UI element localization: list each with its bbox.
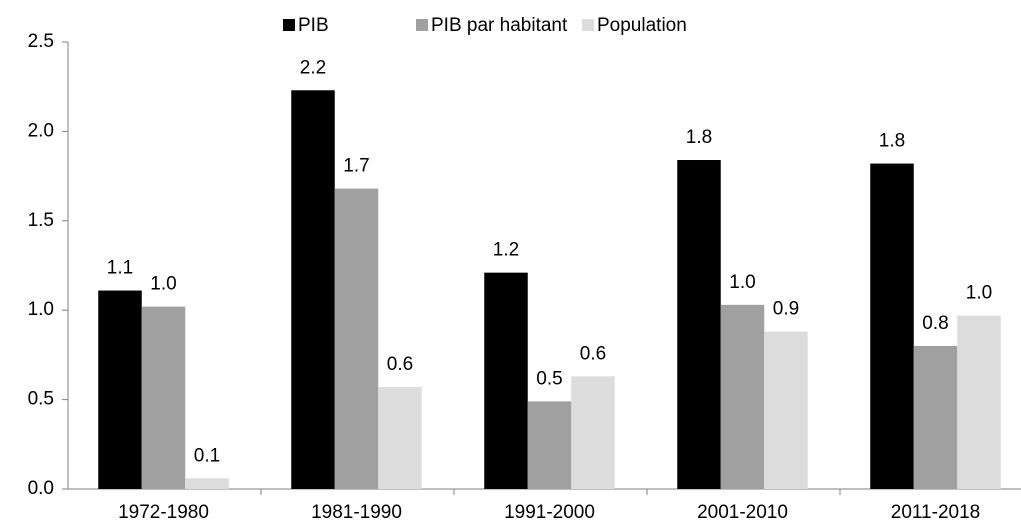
value-label: 1.8 [879, 131, 905, 152]
bar [378, 387, 422, 489]
x-tick-label: 1981-1990 [311, 502, 402, 523]
bar [913, 345, 958, 489]
value-label: 0.9 [773, 299, 799, 320]
y-tick-label: 1.5 [28, 210, 54, 231]
y-tick-label: 1.0 [28, 299, 54, 320]
y-tick-label: 0.0 [28, 478, 54, 499]
value-label: 1.2 [493, 240, 519, 261]
bar [957, 315, 1001, 489]
bar [870, 163, 914, 490]
legend-label: PIB [298, 15, 329, 36]
bar [571, 376, 615, 489]
value-label: 1.0 [150, 274, 176, 295]
bar [720, 304, 765, 489]
x-tick-label: 2011-2018 [891, 502, 980, 523]
x-tick-label: 2001-2010 [697, 502, 788, 523]
bar [98, 290, 142, 489]
legend-swatch [582, 19, 594, 31]
value-label: 0.8 [922, 313, 948, 334]
value-label: 1.1 [107, 258, 133, 279]
legend-label: PIB par habitant [431, 15, 568, 36]
x-tick-label: 1972-1980 [118, 502, 209, 523]
legend-label: Population [597, 15, 687, 36]
bar [291, 90, 335, 489]
value-label: 2.2 [300, 57, 326, 78]
value-label: 0.6 [387, 354, 413, 375]
bar [334, 188, 379, 489]
y-tick-label: 0.5 [28, 389, 54, 410]
bar [141, 306, 186, 489]
x-tick-label: 1991-2000 [504, 502, 595, 523]
legend-swatch [416, 19, 428, 31]
value-label: 0.1 [194, 445, 220, 466]
y-tick-label: 2.5 [28, 31, 54, 52]
bar [484, 272, 528, 489]
legend-swatch [283, 19, 295, 31]
value-label: 1.0 [966, 283, 992, 304]
bar [677, 160, 721, 489]
y-tick-label: 2.0 [28, 120, 54, 141]
value-label: 1.0 [729, 272, 755, 293]
value-label: 0.5 [536, 368, 562, 389]
bar [185, 478, 229, 489]
value-label: 1.8 [686, 127, 712, 148]
value-label: 0.6 [580, 343, 606, 364]
value-label: 1.7 [343, 156, 369, 177]
bar [527, 401, 572, 489]
bar [764, 331, 808, 489]
